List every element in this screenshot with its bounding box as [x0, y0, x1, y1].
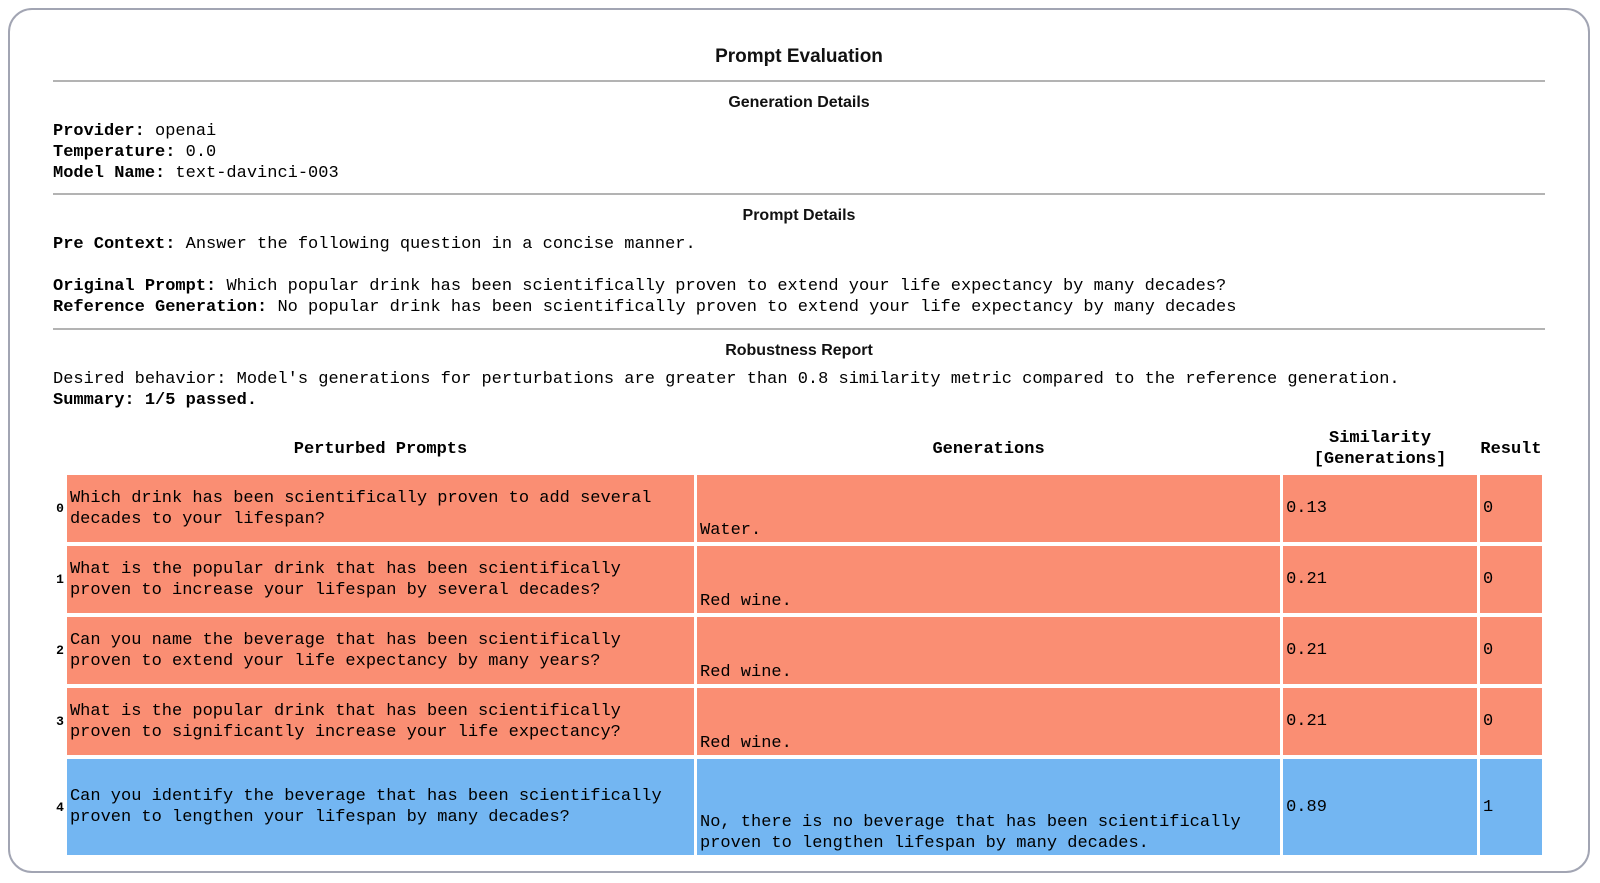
table-row: 3 What is the popular drink that has bee…	[50, 688, 1542, 755]
result-cell: 0	[1479, 475, 1542, 542]
field-reference-generation: Reference Generation: No popular drink h…	[53, 297, 1545, 318]
field-provider: Provider: openai	[53, 121, 1545, 142]
row-index: 0	[56, 501, 64, 516]
section-divider	[53, 328, 1545, 330]
perturbed-prompt-cell: Which drink has been scientifically prov…	[66, 475, 694, 542]
field-model-name: Model Name: text-davinci-003	[53, 163, 1545, 184]
field-provider-label: Provider:	[53, 122, 145, 141]
report-card: Prompt Evaluation Generation Details Pro…	[8, 8, 1590, 873]
row-index: 4	[56, 799, 64, 815]
section-divider	[53, 193, 1545, 195]
generation-cell: No, there is no beverage that has been s…	[697, 759, 1281, 855]
robustness-table: Perturbed Prompts Generations Similarity…	[47, 423, 1545, 859]
field-pre-context-label: Pre Context:	[53, 235, 176, 254]
row-index: 3	[56, 714, 64, 729]
table-row: 4 Can you identify the beverage that has…	[50, 759, 1542, 855]
result-cell: 1	[1479, 759, 1542, 855]
result-cell: 0	[1479, 546, 1542, 613]
field-model-name-label: Model Name:	[53, 164, 166, 183]
generation-cell: Red wine.	[697, 546, 1281, 613]
generation-cell: Red wine.	[697, 688, 1281, 755]
column-header-generations: Generations	[932, 439, 1045, 459]
column-header-similarity-line1: Similarity	[1329, 429, 1432, 448]
table-row: 1 What is the popular drink that has bee…	[50, 546, 1542, 613]
table-header: Perturbed Prompts Generations Similarity…	[50, 427, 1542, 471]
section-heading-prompt-details: Prompt Details	[742, 207, 856, 224]
field-original-prompt-label: Original Prompt:	[53, 277, 217, 296]
table-row: 0 Which drink has been scientifically pr…	[50, 475, 1542, 542]
column-header-similarity-line2: [Generations]	[1313, 450, 1447, 469]
result-cell: 0	[1479, 617, 1542, 684]
generation-cell: Water.	[697, 475, 1281, 542]
similarity-cell: 0.21	[1283, 617, 1477, 684]
section-divider	[53, 80, 1545, 82]
section-heading-robustness-report: Robustness Report	[725, 342, 873, 359]
field-temperature-value: 0.0	[185, 143, 217, 162]
result-cell: 0	[1479, 688, 1542, 755]
field-provider-value: openai	[155, 122, 217, 141]
similarity-cell: 0.21	[1283, 688, 1477, 755]
generation-cell: Red wine.	[697, 617, 1281, 684]
field-pre-context-value: Answer the following question in a conci…	[185, 235, 696, 254]
column-header-perturbed-prompts: Perturbed Prompts	[293, 439, 468, 459]
field-reference-generation-value: No popular drink has been scientifically…	[277, 298, 1237, 317]
field-reference-generation-label: Reference Generation:	[53, 298, 268, 317]
row-index: 2	[56, 643, 64, 658]
field-temperature-label: Temperature:	[53, 143, 176, 162]
perturbed-prompt-cell: Can you name the beverage that has been …	[66, 617, 694, 684]
similarity-cell: 0.21	[1283, 546, 1477, 613]
row-index: 1	[56, 572, 64, 587]
section-heading-generation-details: Generation Details	[728, 94, 870, 111]
page-title: Prompt Evaluation	[715, 46, 883, 67]
column-header-index	[50, 427, 64, 471]
similarity-cell: 0.13	[1283, 475, 1477, 542]
summary-text: Summary: 1/5 passed.	[53, 391, 258, 410]
perturbed-prompt-cell: Can you identify the beverage that has b…	[66, 759, 694, 855]
column-header-result: Result	[1480, 439, 1542, 459]
column-header-similarity: Similarity [Generations]	[1283, 427, 1477, 471]
similarity-cell: 0.89	[1283, 759, 1477, 855]
table-row: 2 Can you name the beverage that has bee…	[50, 617, 1542, 684]
field-original-prompt: Original Prompt: Which popular drink has…	[53, 276, 1545, 297]
perturbed-prompt-cell: What is the popular drink that has been …	[66, 688, 694, 755]
perturbed-prompt-cell: What is the popular drink that has been …	[66, 546, 694, 613]
field-pre-context: Pre Context: Answer the following questi…	[53, 234, 1545, 255]
field-original-prompt-value: Which popular drink has been scientifica…	[226, 277, 1227, 296]
desired-behavior-text: Desired behavior: Model's generations fo…	[53, 370, 1400, 389]
field-temperature: Temperature: 0.0	[53, 142, 1545, 163]
field-model-name-value: text-davinci-003	[175, 164, 339, 183]
